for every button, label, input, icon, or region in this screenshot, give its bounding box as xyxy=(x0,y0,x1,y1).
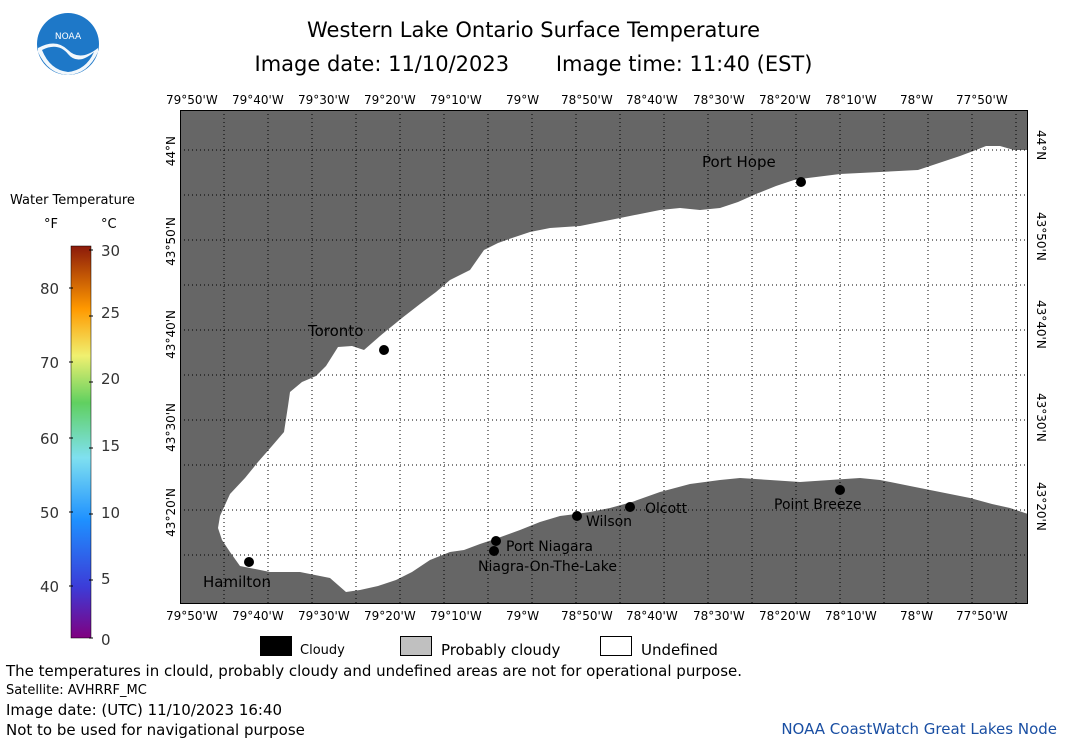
port-niagara-marker xyxy=(491,536,501,546)
legend-f-80: 80 xyxy=(40,280,60,298)
label-wilson: Wilson xyxy=(586,514,633,530)
legend-f-40: 40 xyxy=(40,578,60,596)
lat-left-4: 43°20'N xyxy=(164,488,178,537)
label-niagara-on-the-lake: Niagra-On-The-Lake xyxy=(478,559,617,575)
lon-bottom-0: 79°50'W xyxy=(166,609,218,623)
lat-right-3: 43°30'N xyxy=(1034,393,1048,442)
legend-f-60: 60 xyxy=(40,430,60,448)
lon-bottom-10: 78°10'W xyxy=(825,609,877,623)
toronto-marker xyxy=(379,345,389,355)
hamilton-marker xyxy=(244,557,254,567)
lon-top-3: 79°20'W xyxy=(364,93,416,107)
legend-f-70: 70 xyxy=(40,354,60,372)
legend-c-10: 10 xyxy=(101,504,121,522)
lon-top-2: 79°30'W xyxy=(298,93,350,107)
probably-cloudy-swatch xyxy=(400,636,432,656)
lon-top-6: 78°50'W xyxy=(561,93,613,107)
lon-top-8: 78°30'W xyxy=(693,93,745,107)
image-time: Image time: 11:40 (EST) xyxy=(555,52,813,76)
lon-bottom-8: 78°30'W xyxy=(693,609,745,623)
lon-bottom-7: 78°40'W xyxy=(626,609,678,623)
port-hope-marker xyxy=(796,177,806,187)
label-port-hope: Port Hope xyxy=(702,153,776,171)
nav-warning-text: Not to be used for navigational purpose xyxy=(6,721,305,739)
lon-top-0: 79°50'W xyxy=(166,93,218,107)
legend-c-0: 0 xyxy=(101,631,111,649)
olcott-marker xyxy=(625,502,635,512)
legend-unit-c: °C xyxy=(101,217,117,232)
lon-bottom-5: 79°W xyxy=(506,609,540,623)
legend-f-50: 50 xyxy=(40,504,60,522)
label-point-breeze: Point Breeze xyxy=(774,497,862,513)
legend-title: Water Temperature xyxy=(10,193,135,208)
temperature-colorbar xyxy=(69,245,93,639)
legend-c-20: 20 xyxy=(101,370,121,388)
lon-top-9: 78°20'W xyxy=(759,93,811,107)
page-title: Western Lake Ontario Surface Temperature xyxy=(306,18,760,42)
legend-c-5: 5 xyxy=(101,570,111,588)
graticule xyxy=(180,110,1028,604)
legend-unit-f: °F xyxy=(44,217,58,232)
label-port-niagara: Port Niagara xyxy=(506,539,593,555)
undefined-label: Undefined xyxy=(641,641,718,659)
utc-date-text: Image date: (UTC) 11/10/2023 16:40 xyxy=(6,701,283,719)
label-hamilton: Hamilton xyxy=(203,573,271,591)
legend-c-15: 15 xyxy=(101,437,121,455)
legend-c-30: 30 xyxy=(101,242,121,260)
lon-bottom-6: 78°50'W xyxy=(561,609,613,623)
cloudy-label: Cloudy xyxy=(300,643,345,658)
lon-top-5: 79°W xyxy=(506,93,540,107)
cloudy-swatch xyxy=(260,636,292,656)
undefined-swatch xyxy=(600,636,632,656)
credit-text: NOAA CoastWatch Great Lakes Node xyxy=(781,720,1057,738)
lon-top-1: 79°40'W xyxy=(232,93,284,107)
lat-left-3: 43°30'N xyxy=(164,403,178,452)
satellite-text: Satellite: AVHRRF_MC xyxy=(6,683,147,698)
image-date: Image date: 11/10/2023 xyxy=(254,52,510,76)
lake-ontario xyxy=(218,146,1028,592)
lon-bottom-9: 78°20'W xyxy=(759,609,811,623)
lon-top-10: 78°10'W xyxy=(825,93,877,107)
lat-left-1: 43°50'N xyxy=(164,217,178,266)
noaa-logo: NOAA xyxy=(37,13,99,75)
label-olcott: Olcott xyxy=(645,501,688,517)
lon-bottom-2: 79°30'W xyxy=(298,609,350,623)
lon-top-4: 79°10'W xyxy=(430,93,482,107)
point-breeze-marker xyxy=(835,485,845,495)
disclaimer-text: The temperatures in clould, probably clo… xyxy=(6,662,743,680)
lat-left-0: 44°N xyxy=(164,136,178,167)
lon-bottom-4: 79°10'W xyxy=(430,609,482,623)
lat-right-0: 44°N xyxy=(1034,130,1048,161)
lat-right-4: 43°20'N xyxy=(1034,482,1048,531)
label-toronto: Toronto xyxy=(308,322,364,340)
lon-bottom-1: 79°40'W xyxy=(232,609,284,623)
legend-c-25: 25 xyxy=(101,304,121,322)
probably-cloudy-label: Probably cloudy xyxy=(441,641,561,659)
lon-bottom-3: 79°20'W xyxy=(364,609,416,623)
lat-right-2: 43°40'N xyxy=(1034,300,1048,349)
wilson-marker xyxy=(572,511,582,521)
lon-top-12: 77°50'W xyxy=(956,93,1008,107)
lon-bottom-11: 78°W xyxy=(900,609,934,623)
logo-text: NOAA xyxy=(55,32,82,42)
image-datetime: Image date: 11/10/2023 Image time: 11:40… xyxy=(0,52,1067,76)
lon-top-7: 78°40'W xyxy=(626,93,678,107)
lat-left-2: 43°40'N xyxy=(164,310,178,359)
lon-bottom-12: 77°50'W xyxy=(956,609,1008,623)
lake-map xyxy=(180,110,1028,604)
lon-top-11: 78°W xyxy=(900,93,934,107)
lat-right-1: 43°50'N xyxy=(1034,212,1048,261)
niagara-on-the-lake-marker xyxy=(489,546,499,556)
